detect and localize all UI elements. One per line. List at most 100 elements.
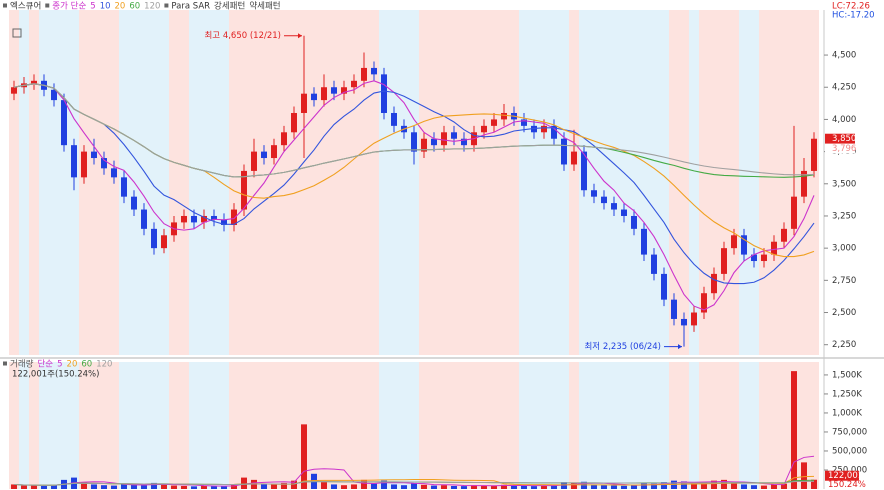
sar-band bbox=[319, 10, 329, 355]
sar-band bbox=[289, 362, 299, 489]
sar-band bbox=[69, 362, 79, 489]
sar-band bbox=[199, 362, 209, 489]
sar-band bbox=[259, 362, 269, 489]
annotation-arrowhead bbox=[678, 344, 682, 350]
sar-band bbox=[559, 362, 569, 489]
candle-body bbox=[791, 196, 797, 229]
sar-band bbox=[529, 362, 539, 489]
volume-bar bbox=[651, 483, 657, 489]
legend-text: Para SAR bbox=[171, 2, 210, 12]
legend-text: 약세패턴 bbox=[249, 1, 280, 12]
sar-band bbox=[639, 10, 649, 355]
sar-band bbox=[189, 10, 199, 355]
volume-bar bbox=[361, 479, 367, 489]
volume-bar bbox=[451, 485, 457, 489]
sar-band bbox=[759, 10, 769, 355]
sar-band bbox=[419, 10, 429, 355]
sar-band bbox=[119, 362, 129, 489]
price-marker-label: 3,796 bbox=[832, 144, 856, 154]
y-tick-label: 2,500 bbox=[832, 308, 856, 318]
annotation: 최저 2,235 (06/24) bbox=[584, 341, 661, 352]
legend-text: 5 bbox=[57, 360, 62, 370]
legend-text: 120 bbox=[96, 360, 112, 370]
volume-bar bbox=[211, 486, 217, 489]
candle-body bbox=[551, 125, 557, 139]
price-marker bbox=[825, 133, 855, 144]
sar-band bbox=[479, 362, 489, 489]
sar-band bbox=[339, 10, 349, 355]
volume-bar bbox=[301, 424, 307, 489]
sar-band bbox=[729, 10, 739, 355]
sar-band bbox=[159, 362, 169, 489]
volume-bar bbox=[731, 482, 737, 489]
candle-body bbox=[451, 132, 457, 139]
sar-band bbox=[409, 362, 419, 489]
sar-band bbox=[309, 362, 319, 489]
sar-band bbox=[369, 362, 379, 489]
candle-body bbox=[31, 80, 37, 84]
sar-band bbox=[9, 362, 19, 489]
y-tick-label: 1,000K bbox=[832, 408, 862, 418]
volume-bar bbox=[271, 484, 277, 489]
candle-body bbox=[661, 273, 667, 300]
candle-body bbox=[121, 177, 127, 197]
volume-bar bbox=[101, 485, 107, 489]
volume-bar bbox=[591, 484, 597, 489]
candle-body bbox=[381, 74, 387, 113]
candle-body bbox=[591, 190, 597, 197]
volume-ratio: 150.24% bbox=[828, 480, 866, 490]
candle-body bbox=[111, 168, 117, 178]
sar-band bbox=[429, 10, 439, 355]
volume-bar bbox=[561, 482, 567, 489]
indicator: HC:-17.20 bbox=[832, 11, 875, 21]
sar-band bbox=[149, 10, 159, 355]
sar-band bbox=[279, 362, 289, 489]
y-tick-label: 2,750 bbox=[832, 276, 856, 286]
legend-text: 엑스큐어 bbox=[10, 1, 41, 12]
volume-bar bbox=[711, 480, 717, 489]
volume-bar bbox=[481, 485, 487, 489]
sar-band bbox=[19, 362, 29, 489]
sar-band bbox=[719, 10, 729, 355]
volume-average-line bbox=[13, 455, 815, 487]
volume-bar bbox=[401, 485, 407, 489]
sar-band bbox=[229, 10, 239, 355]
candle-body bbox=[241, 170, 247, 210]
candle-body bbox=[161, 235, 167, 249]
candle-body bbox=[631, 215, 637, 229]
sar-band bbox=[279, 10, 289, 355]
legend-text: 20 bbox=[67, 360, 78, 370]
sar-band bbox=[769, 362, 779, 489]
volume-bar bbox=[11, 484, 17, 489]
sar-band bbox=[209, 10, 219, 355]
legend-text: 거래량 bbox=[10, 359, 34, 370]
volume-bar bbox=[81, 482, 87, 489]
volume-bar bbox=[421, 484, 427, 489]
volume-bar bbox=[391, 484, 397, 489]
candle-body bbox=[681, 318, 687, 326]
volume-bar bbox=[241, 477, 247, 489]
sar-band bbox=[619, 362, 629, 489]
candle-body bbox=[481, 125, 487, 133]
candle-body bbox=[271, 145, 277, 159]
volume-bar bbox=[701, 482, 707, 489]
panel-icon bbox=[12, 28, 22, 38]
sar-band bbox=[239, 362, 249, 489]
candle-body bbox=[461, 138, 467, 146]
volume-bar bbox=[791, 371, 797, 489]
sar-band bbox=[809, 362, 819, 489]
sar-band bbox=[729, 362, 739, 489]
candle-body bbox=[341, 87, 347, 94]
sar-band bbox=[319, 362, 329, 489]
sar-band bbox=[179, 10, 189, 355]
candle-body bbox=[71, 145, 77, 178]
sar-band bbox=[59, 10, 69, 355]
candle-body bbox=[771, 241, 777, 255]
candle-body bbox=[371, 67, 377, 75]
candle-body bbox=[311, 93, 317, 101]
sar-band bbox=[399, 362, 409, 489]
volume-bar bbox=[201, 485, 207, 489]
volume-bar bbox=[121, 484, 127, 489]
moving-average-line bbox=[13, 83, 815, 178]
